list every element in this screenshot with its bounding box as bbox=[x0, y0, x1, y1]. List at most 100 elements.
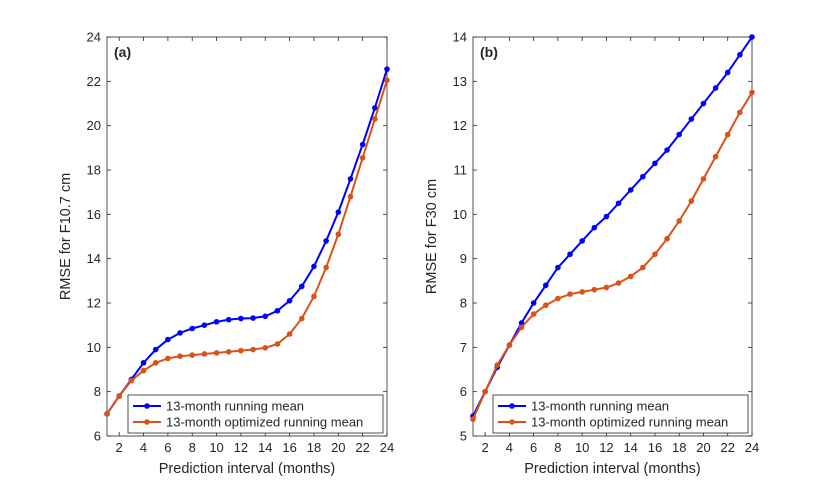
legend-swatch-marker bbox=[144, 403, 150, 409]
x-tick-label: 4 bbox=[506, 440, 513, 455]
series-2-point bbox=[152, 360, 159, 366]
series-1-point bbox=[298, 283, 305, 290]
series-1-point bbox=[652, 160, 658, 167]
series-1-point bbox=[274, 307, 281, 314]
series-2-point bbox=[470, 416, 476, 422]
legend-swatch-marker bbox=[509, 419, 515, 425]
y-tick-label: 10 bbox=[87, 340, 101, 355]
legend-box bbox=[127, 394, 384, 434]
y-tick-label: 16 bbox=[87, 207, 101, 222]
x-axis-label: Prediction interval (months) bbox=[159, 461, 336, 477]
series-1-point bbox=[712, 85, 719, 91]
series-2-point bbox=[640, 264, 646, 271]
y-tick-label: 20 bbox=[87, 118, 101, 133]
series-1-point bbox=[140, 360, 147, 366]
x-tick-label: 4 bbox=[140, 440, 147, 455]
series-1-point bbox=[201, 322, 208, 328]
y-tick-label: 22 bbox=[87, 74, 101, 89]
series-1-point bbox=[579, 238, 585, 244]
series-1-point bbox=[664, 147, 670, 153]
y-tick-label: 6 bbox=[460, 384, 467, 399]
x-tick-label: 24 bbox=[380, 440, 394, 455]
legend-swatch-marker bbox=[509, 403, 515, 409]
legend-box bbox=[492, 394, 749, 434]
x-tick-label: 6 bbox=[164, 440, 171, 455]
series-2-point bbox=[372, 116, 378, 122]
series-2-point bbox=[676, 218, 683, 224]
series-1-point bbox=[542, 282, 549, 289]
series-1-point bbox=[700, 100, 707, 107]
x-tick-label: 14 bbox=[258, 440, 272, 455]
x-tick-label: 14 bbox=[623, 440, 637, 455]
y-tick-label: 10 bbox=[453, 207, 467, 222]
y-tick-label: 11 bbox=[454, 163, 468, 178]
plot-area bbox=[472, 36, 753, 437]
y-tick-label: 14 bbox=[453, 30, 467, 45]
panel-label: (b) bbox=[480, 44, 498, 60]
x-tick-label: 6 bbox=[530, 440, 537, 455]
series-1-point bbox=[724, 69, 731, 76]
x-tick-label: 8 bbox=[554, 440, 561, 455]
series-2-point bbox=[591, 286, 598, 293]
series-2-point bbox=[347, 193, 354, 200]
series-2-point bbox=[530, 311, 537, 317]
x-axis-label: Prediction interval (months) bbox=[524, 461, 701, 477]
x-tick-label: 20 bbox=[696, 440, 710, 455]
x-tick-label: 22 bbox=[355, 440, 369, 455]
y-tick-label: 14 bbox=[87, 251, 101, 266]
series-1-point bbox=[603, 213, 610, 220]
series-2-point bbox=[615, 280, 622, 286]
legend-entry-2: 13-month optimized running mean bbox=[531, 415, 728, 430]
series-2-point bbox=[542, 302, 549, 309]
series-2-point bbox=[567, 291, 573, 297]
series-2-point bbox=[555, 295, 561, 302]
series-1-point bbox=[518, 320, 525, 326]
legend-entry-2: 13-month optimized running mean bbox=[166, 415, 363, 430]
series-2-point bbox=[116, 393, 122, 399]
series-2-point bbox=[323, 264, 329, 271]
series-2-point bbox=[579, 289, 585, 295]
x-tick-label: 18 bbox=[672, 440, 686, 455]
y-tick-label: 9 bbox=[460, 251, 467, 266]
y-axis-label: RMSE for F30 cm bbox=[424, 179, 440, 294]
series-1-point bbox=[384, 66, 390, 72]
chart-panel-1: 2 4 6 8 10 12 14 16 18 20 22 24681012141618202224Pr… bbox=[58, 30, 394, 478]
series-1-point bbox=[165, 336, 171, 343]
series-2-point bbox=[359, 155, 366, 161]
series-2-point bbox=[737, 109, 743, 116]
series-1-point bbox=[152, 346, 159, 353]
series-1-point bbox=[737, 51, 743, 58]
series-2-point bbox=[311, 293, 317, 300]
series-2-point bbox=[262, 344, 269, 351]
x-tick-label: 8 bbox=[189, 440, 196, 455]
series-1-point bbox=[238, 315, 244, 322]
series-2-point bbox=[688, 198, 695, 204]
series-2-point bbox=[712, 153, 719, 160]
y-tick-label: 12 bbox=[453, 118, 467, 133]
series-1-point bbox=[177, 330, 183, 336]
x-tick-label: 16 bbox=[282, 440, 296, 455]
panel-label: (a) bbox=[114, 44, 131, 60]
series-2-point bbox=[518, 324, 525, 331]
series-2-point bbox=[177, 353, 183, 360]
series-1-point bbox=[250, 315, 256, 321]
x-tick-label: 12 bbox=[234, 440, 248, 455]
y-tick-label: 6 bbox=[94, 429, 101, 444]
y-tick-label: 7 bbox=[460, 340, 467, 355]
x-tick-label: 10 bbox=[575, 440, 589, 455]
x-tick-label: 2 bbox=[116, 440, 123, 455]
series-1-point bbox=[213, 319, 220, 325]
series-2-point bbox=[298, 315, 305, 322]
y-axis-label: RMSE for F10.7 cm bbox=[58, 173, 74, 300]
series-2-point bbox=[238, 347, 244, 354]
series-1-point bbox=[189, 325, 196, 332]
series-2-point bbox=[506, 342, 513, 348]
series-1-point bbox=[347, 176, 354, 182]
series-1-point bbox=[688, 116, 695, 122]
chart-panel-2: 2 4 6 8 10 12 14 16 18 20 22 24567891011121314Predi… bbox=[424, 30, 759, 478]
series-line-2 bbox=[472, 91, 753, 420]
series-line-1 bbox=[106, 68, 388, 415]
series-2-point bbox=[250, 346, 256, 353]
x-tick-label: 2 bbox=[482, 440, 489, 455]
